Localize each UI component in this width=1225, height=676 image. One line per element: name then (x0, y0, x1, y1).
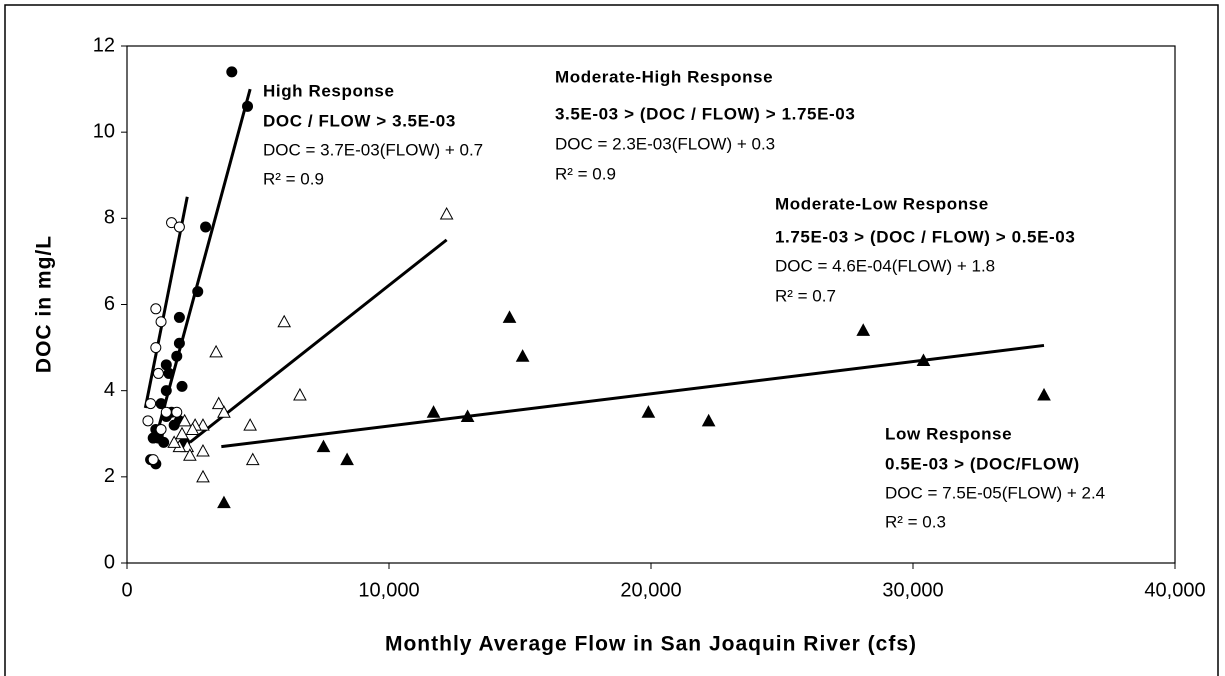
annotation-equation: DOC = 2.3E-03(FLOW) + 0.3 (555, 134, 775, 153)
annotation-title: Moderate-Low Response (775, 194, 989, 213)
annotation-equation: DOC = 3.7E-03(FLOW) + 0.7 (263, 140, 483, 159)
circle-point (160, 406, 172, 418)
y-tick-label: 10 (93, 120, 115, 142)
triangle-point (183, 448, 197, 461)
annotation-criterion: DOC / FLOW > 3.5E-03 (263, 111, 456, 130)
triangle-point (1037, 387, 1051, 401)
triangle-point (217, 495, 231, 509)
triangle-point (701, 413, 716, 427)
triangle-point (515, 349, 530, 362)
triangle-point (211, 396, 226, 410)
circle-point (173, 221, 185, 233)
y-tick-label: 0 (104, 551, 115, 573)
triangle-point (426, 405, 441, 418)
x-axis-title: Monthly Average Flow in San Joaquin Rive… (385, 633, 917, 656)
y-tick-label: 12 (93, 34, 115, 56)
triangle-point (177, 413, 192, 427)
circle-point (150, 303, 162, 315)
circle-point (173, 311, 185, 323)
triangle-point (641, 405, 656, 418)
x-tick-label: 30,000 (882, 579, 943, 601)
circle-point (171, 406, 183, 418)
chart-frame (4, 4, 1219, 676)
annotation-title: High Response (263, 81, 395, 100)
annotation-criterion: 1.75E-03 > (DOC / FLOW) > 0.5E-03 (775, 227, 1075, 246)
y-tick-label: 8 (104, 207, 115, 229)
triangle-point (196, 443, 210, 457)
annotation-equation: DOC = 4.6E-04(FLOW) + 1.8 (775, 256, 995, 275)
annotation-criterion: 0.5E-03 > (DOC/FLOW) (885, 454, 1080, 473)
triangle-point (502, 310, 517, 323)
y-axis-title: DOC in mg/L (33, 235, 56, 373)
circle-point (200, 221, 212, 233)
annotation-criterion: 3.5E-03 > (DOC / FLOW) > 1.75E-03 (555, 104, 855, 123)
triangle-point (293, 387, 307, 401)
annotation-r2: R² = 0.3 (885, 512, 946, 531)
y-tick-label: 6 (104, 293, 115, 315)
x-tick-label: 40,000 (1144, 579, 1205, 601)
circle-point (192, 286, 204, 298)
circle-point (142, 415, 154, 427)
y-tick-label: 2 (104, 465, 115, 487)
circle-point (150, 342, 162, 354)
annotation-title: Low Response (885, 424, 1012, 443)
triangle-point (185, 422, 200, 435)
triangle-point (916, 353, 931, 367)
circle-point (155, 316, 167, 328)
annotation-r2: R² = 0.9 (555, 164, 616, 183)
triangle-point (856, 323, 871, 336)
triangle-point (196, 469, 210, 483)
circle-point (226, 66, 238, 78)
annotation-r2: R² = 0.9 (263, 169, 324, 188)
circle-point (155, 423, 167, 435)
x-tick-label: 20,000 (620, 579, 681, 601)
circle-point (145, 398, 157, 410)
triangle-point (209, 344, 223, 358)
triangle-point (316, 439, 331, 453)
circle-point (160, 385, 172, 397)
circle-point (168, 419, 180, 431)
circle-point (163, 367, 175, 379)
x-tick-label: 10,000 (358, 579, 419, 601)
circle-point (173, 337, 185, 349)
triangle-point (167, 435, 182, 448)
triangle-point (277, 314, 292, 328)
trend-line (221, 343, 1045, 449)
triangle-point (460, 409, 475, 423)
y-tick-label: 4 (104, 379, 115, 401)
annotation-title: Moderate-High Response (555, 67, 773, 86)
triangle-point (175, 426, 189, 440)
triangle-point (439, 206, 454, 220)
annotation-equation: DOC = 7.5E-05(FLOW) + 2.4 (885, 483, 1105, 502)
circle-point (242, 100, 254, 112)
trend-line (154, 88, 252, 439)
triangle-point (340, 452, 354, 466)
circle-point (176, 380, 188, 392)
circle-point (152, 367, 164, 379)
circle-point (171, 350, 183, 362)
annotation-r2: R² = 0.7 (775, 286, 836, 305)
circle-point (147, 454, 159, 466)
triangle-point (245, 452, 260, 466)
x-tick-label: 0 (121, 579, 132, 601)
triangle-point (243, 418, 257, 431)
trend-line (188, 238, 448, 444)
triangle-point (217, 405, 231, 418)
